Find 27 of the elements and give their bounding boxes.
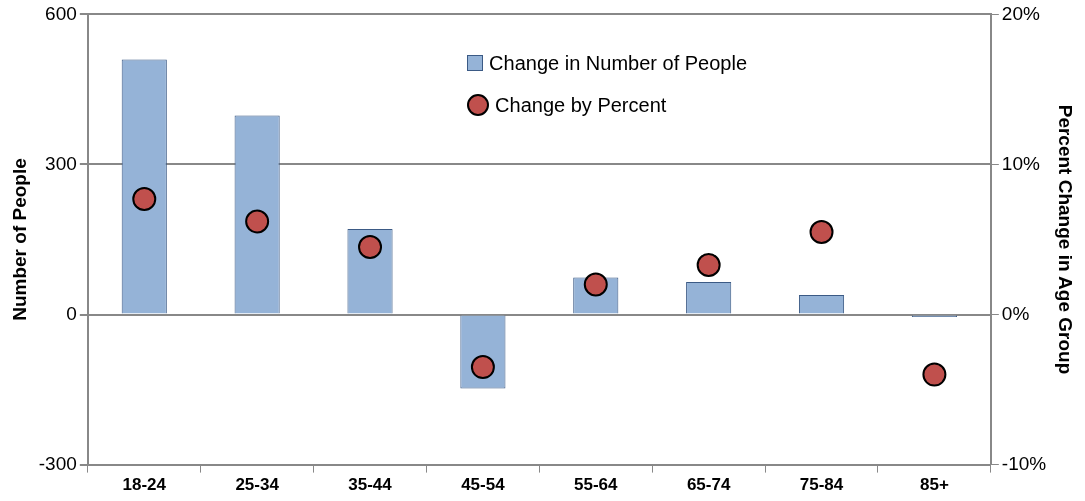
y2-axis-title: Percent Change in Age Group bbox=[1055, 104, 1077, 375]
point bbox=[132, 186, 157, 211]
point bbox=[358, 235, 383, 259]
legend-label: Change by Percent bbox=[495, 93, 667, 119]
y2-tick-label: 10% bbox=[1001, 152, 1040, 174]
x-tick-label: 45-54 bbox=[461, 475, 506, 495]
x-tick-label: 18-24 bbox=[122, 475, 167, 495]
point bbox=[470, 355, 495, 380]
legend-label: Change in Number of People bbox=[489, 51, 748, 77]
x-tick-label: 55-64 bbox=[574, 475, 619, 495]
point bbox=[809, 220, 834, 244]
x-tick-label: 65-74 bbox=[686, 475, 731, 495]
y2-tick-label: 20% bbox=[1001, 2, 1040, 24]
y2-tick-label: -10% bbox=[1001, 452, 1047, 474]
y-tick-label: -300 bbox=[38, 452, 77, 474]
y2-tick-label: 0% bbox=[1001, 302, 1030, 324]
point bbox=[245, 209, 270, 234]
point bbox=[696, 253, 721, 278]
x-tick-label: 75-84 bbox=[799, 475, 844, 495]
x-tick-label: 85+ bbox=[919, 475, 949, 495]
point bbox=[922, 362, 947, 387]
y-tick-label: 600 bbox=[45, 2, 77, 24]
y-tick-label: 300 bbox=[45, 152, 77, 174]
y-tick-label: 0 bbox=[66, 302, 77, 324]
x-tick-label: 25-34 bbox=[235, 475, 280, 495]
x-tick-label: 35-44 bbox=[348, 475, 393, 495]
y-axis-title: Number of People bbox=[8, 158, 30, 321]
